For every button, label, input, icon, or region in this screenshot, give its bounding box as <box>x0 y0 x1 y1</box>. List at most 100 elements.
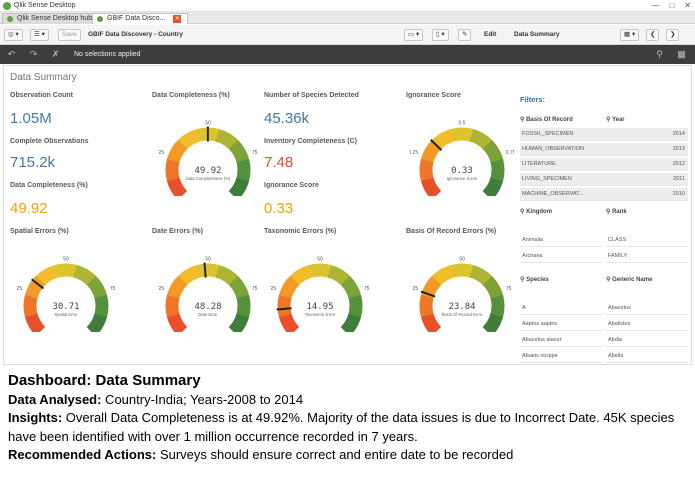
gauge-sublabel: Basis Of Record Error <box>442 312 484 317</box>
caption-data-analysed: Data Analysed: Country-India; Years-2008… <box>8 391 690 410</box>
back-selection-icon[interactable]: ↶ <box>7 49 16 59</box>
gauge-band-segment <box>166 312 188 332</box>
caption-label: Recommended Actions: <box>8 447 157 462</box>
tab-close-icon[interactable]: ✕ <box>173 15 182 23</box>
filter-value[interactable]: 2012 <box>672 161 685 167</box>
kpi-label-ignorance-score: Ignorance Score <box>264 182 319 189</box>
filter-generic-name-item[interactable]: Abacetus <box>606 302 688 315</box>
filter-value[interactable]: 2010 <box>672 191 685 197</box>
gauge-band-segment <box>73 264 97 286</box>
filter-generic-name-item[interactable]: Abelia <box>606 350 688 363</box>
gauge-band-segment <box>309 263 332 278</box>
gauge-band-segment <box>340 313 362 332</box>
gauge-sublabel: Taxonomic Error <box>305 312 336 317</box>
gauge-title-ignorance-score: Ignorance Score <box>406 92 461 99</box>
caption-label: Data Analysed: <box>8 391 102 407</box>
filter-rank-item[interactable]: FAMILY <box>606 250 688 263</box>
filter-kingdom-item[interactable]: Animalia <box>520 234 602 247</box>
gauge-needle <box>420 290 436 298</box>
previous-sheet-button[interactable]: ❮ <box>646 29 660 41</box>
tab-hub[interactable]: Qlik Sense Desktop hub <box>2 13 100 24</box>
sheet-title: Data Summary <box>10 72 77 83</box>
filter-generic-name-item[interactable]: Abdia <box>606 334 688 347</box>
gauge-tick-label: 50 <box>205 257 211 263</box>
filter-basis-of-record-header[interactable]: ⚲ Basis Of Record <box>520 117 573 123</box>
caption-text: Country-India; Years-2008 to 2014 <box>101 391 304 407</box>
kpi-value-ignorance-score: 0.33 <box>264 200 294 217</box>
filter-generic-name-item[interactable]: Abalistes <box>606 318 688 331</box>
filter-species-item[interactable]: A <box>520 302 602 315</box>
filter-row-basis-year[interactable]: LIVING_SPECIMEN 2011 <box>520 173 688 186</box>
filter-value[interactable]: 2011 <box>673 176 685 182</box>
save-button[interactable]: Save <box>58 29 81 41</box>
close-icon[interactable]: ✕ <box>684 1 691 10</box>
filter-value[interactable]: 2013 <box>672 146 685 152</box>
next-sheet-button[interactable]: ❯ <box>666 29 680 41</box>
kpi-value-species-detected: 45.36k <box>264 110 310 127</box>
filter-kingdom-item[interactable]: Archaea <box>520 250 602 263</box>
filter-row-basis-year[interactable]: LITERATURE 2012 <box>520 158 688 171</box>
gauge-tick-label: 25 <box>159 150 165 156</box>
filter-species-header[interactable]: ⚲ Species <box>520 277 549 283</box>
filter-row-basis-year[interactable]: HUMAN_OBSERVATION 2013 <box>520 143 688 156</box>
gauge-band-segment <box>451 263 474 278</box>
filter-value[interactable]: HUMAN_OBSERVATION <box>522 146 585 152</box>
gauge-sublabel: Data Completeness (%) <box>186 176 231 181</box>
presentation-icon[interactable]: ▭ ▾ <box>404 29 424 41</box>
edit-pencil-icon[interactable]: ✎ <box>458 29 472 41</box>
gauge-tick-label: 0.75 <box>506 150 514 156</box>
gauge-band-segment <box>420 139 442 163</box>
maximize-icon[interactable]: □ <box>669 1 675 10</box>
gauge-value: 0.33 <box>451 166 473 176</box>
navigation-menu-button[interactable]: ◎ ▾ <box>4 29 23 41</box>
gauge-band-segment <box>490 295 505 318</box>
tab-gbif[interactable]: GBIF Data Disco... ✕ <box>92 13 189 24</box>
filter-generic-name-header[interactable]: ⚲ Generic Name <box>606 277 653 283</box>
filter-kingdom-header[interactable]: ⚲ Kingdom <box>520 209 553 215</box>
sheets-menu-button[interactable]: ▦ ▾ <box>620 29 640 41</box>
gauge-needle <box>430 139 443 151</box>
filter-value[interactable]: 2014 <box>672 131 685 137</box>
gauge-band-segment <box>228 275 250 300</box>
filter-species-item[interactable]: Abacetus alacer <box>520 334 602 347</box>
caption-actions: Recommended Actions: Surveys should ensu… <box>8 446 690 465</box>
caption-text: Surveys should ensure correct and entire… <box>156 447 514 462</box>
filter-rank-header[interactable]: ⚲ Rank <box>606 209 627 215</box>
filter-value[interactable]: LITERATURE <box>522 161 556 167</box>
gauge-value: 14.95 <box>306 302 333 312</box>
tab-strip: Qlik Sense Desktop hub GBIF Data Disco..… <box>0 12 695 24</box>
gauge-tick-label: 50 <box>205 121 211 127</box>
filter-rank-item[interactable]: CLASS <box>606 234 688 247</box>
gauge-band-segment <box>94 295 109 318</box>
gauge-band-segment <box>469 264 493 286</box>
gauge-band-segment <box>215 264 239 286</box>
gauge-band-segment <box>340 275 362 300</box>
gauge-title-date-errors: Date Errors (%) <box>152 228 203 235</box>
bookmark-icon[interactable]: ▯ ▾ <box>432 29 449 41</box>
filter-row-basis-year[interactable]: MACHINE_OBSERVAT... 2010 <box>520 188 688 201</box>
gauge-band-segment <box>166 139 188 163</box>
kpi-label-observation-count: Observation Count <box>10 92 74 99</box>
minimize-icon[interactable]: — <box>651 1 660 10</box>
gauge-tick-label: 75 <box>110 286 116 292</box>
filter-value[interactable]: MACHINE_OBSERVAT... <box>522 191 584 197</box>
search-icon[interactable]: ⚲ <box>656 49 663 59</box>
global-menu-button[interactable]: ☰ ▾ <box>30 29 49 41</box>
filter-value[interactable]: LIVING_SPECIMEN <box>522 176 572 182</box>
filter-label: Generic Name <box>612 277 653 283</box>
gauge-band-segment <box>23 294 38 317</box>
gauge-tick-label: 75 <box>252 286 258 292</box>
filter-row-basis-year[interactable]: FOSSIL_SPECIMEN 2014 <box>520 128 688 141</box>
smart-search-icon[interactable]: ▩ <box>677 49 686 59</box>
edit-button[interactable]: Edit <box>484 31 497 38</box>
clear-selections-icon[interactable]: ✗ <box>51 49 60 59</box>
filter-species-item[interactable]: Abaeis nicippe <box>520 350 602 363</box>
gauge-band-segment <box>482 177 504 196</box>
filter-value[interactable]: FOSSIL_SPECIMEN <box>522 131 574 137</box>
forward-selection-icon[interactable]: ↷ <box>29 49 38 59</box>
filter-year-header[interactable]: ⚲ Year <box>606 117 625 123</box>
filter-species-item[interactable]: Aaptos aaptos <box>520 318 602 331</box>
